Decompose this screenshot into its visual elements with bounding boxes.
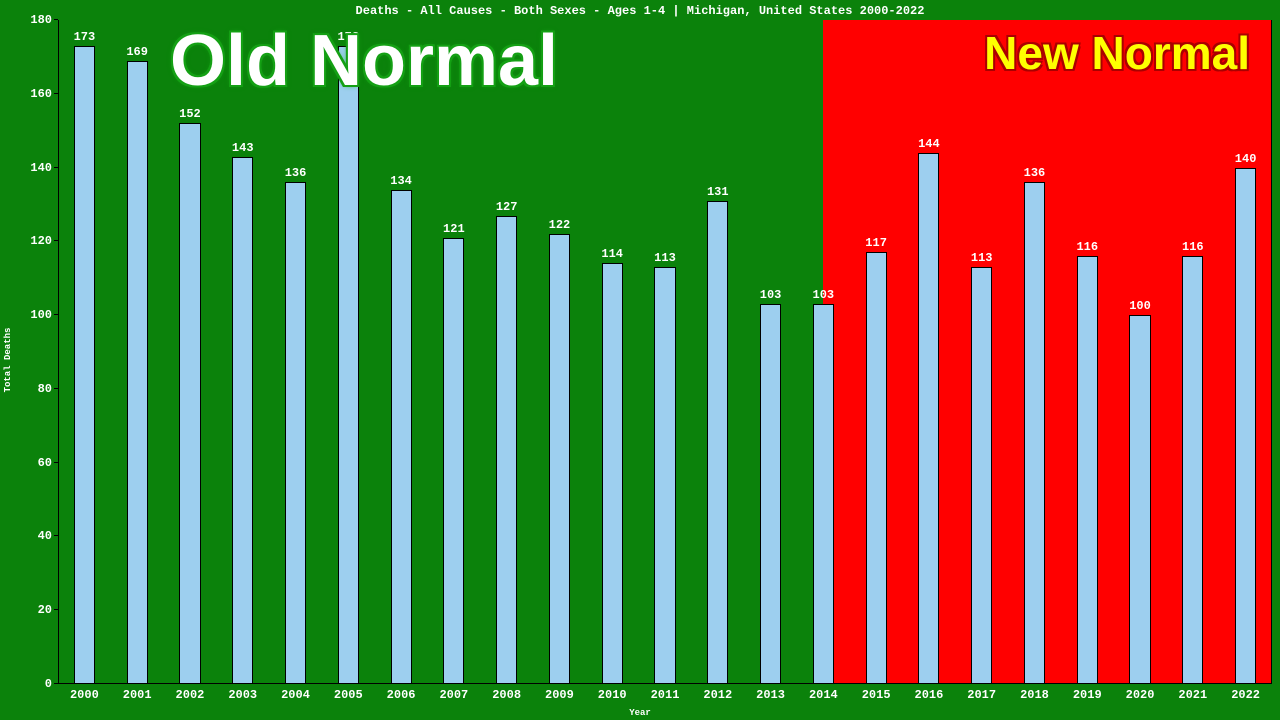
x-tick-label: 2021 xyxy=(1178,688,1207,702)
x-tick-label: 2007 xyxy=(439,688,468,702)
bar-value-label: 113 xyxy=(654,251,676,265)
bar: 117 xyxy=(866,252,887,684)
x-tick-label: 2010 xyxy=(598,688,627,702)
y-tick-mark xyxy=(54,462,58,463)
bar: 103 xyxy=(760,304,781,684)
y-tick-mark xyxy=(54,683,58,684)
x-tick-label: 2015 xyxy=(862,688,891,702)
bar: 113 xyxy=(971,267,992,684)
bar-value-label: 140 xyxy=(1235,152,1257,166)
bar: 140 xyxy=(1235,168,1256,684)
y-tick-mark xyxy=(54,388,58,389)
x-tick-label: 2005 xyxy=(334,688,363,702)
bar-value-label: 134 xyxy=(390,174,412,188)
y-tick-label: 0 xyxy=(45,677,52,691)
bar: 113 xyxy=(654,267,675,684)
bar-value-label: 103 xyxy=(813,288,835,302)
y-tick-label: 120 xyxy=(30,234,52,248)
y-axis-label: Total Deaths xyxy=(3,328,13,393)
x-tick-label: 2006 xyxy=(387,688,416,702)
y-tick-label: 80 xyxy=(38,382,52,396)
x-tick-label: 2000 xyxy=(70,688,99,702)
y-tick-mark xyxy=(54,609,58,610)
overlay-new-normal: New Normal xyxy=(984,26,1250,80)
bar-value-label: 169 xyxy=(126,45,148,59)
bar-value-label: 143 xyxy=(232,141,254,155)
x-tick-label: 2017 xyxy=(967,688,996,702)
bar: 122 xyxy=(549,234,570,684)
y-tick-label: 60 xyxy=(38,456,52,470)
bar: 127 xyxy=(496,216,517,684)
bar-value-label: 173 xyxy=(74,30,96,44)
x-tick-label: 2013 xyxy=(756,688,785,702)
bars-container: 173 169 152 143 136 173 134 121 127 122 114 113 131 1… xyxy=(58,20,1272,684)
bar: 173 xyxy=(338,46,359,684)
bar: 116 xyxy=(1077,256,1098,684)
y-tick-label: 160 xyxy=(30,87,52,101)
bar-value-label: 131 xyxy=(707,185,729,199)
y-tick-label: 40 xyxy=(38,529,52,543)
chart-title: Deaths - All Causes - Both Sexes - Ages … xyxy=(0,4,1280,18)
bar-value-label: 152 xyxy=(179,107,201,121)
bar-value-label: 117 xyxy=(865,236,887,250)
bar: 134 xyxy=(391,190,412,684)
bar: 121 xyxy=(443,238,464,684)
bar-value-label: 100 xyxy=(1129,299,1151,313)
bar-value-label: 113 xyxy=(971,251,993,265)
plot-area: 173 169 152 143 136 173 134 121 127 122 114 113 131 1… xyxy=(58,20,1272,684)
bar: 143 xyxy=(232,157,253,685)
y-tick-label: 20 xyxy=(38,603,52,617)
overlay-old-normal: Old Normal xyxy=(170,20,558,102)
bar: 152 xyxy=(179,123,200,684)
x-tick-label: 2022 xyxy=(1231,688,1260,702)
y-tick-mark xyxy=(54,314,58,315)
x-axis-label: Year xyxy=(629,708,651,718)
y-tick-mark xyxy=(54,93,58,94)
bar-value-label: 122 xyxy=(549,218,571,232)
bar-value-label: 127 xyxy=(496,200,518,214)
bar-value-label: 136 xyxy=(285,166,307,180)
bar: 144 xyxy=(918,153,939,684)
x-tick-label: 2004 xyxy=(281,688,310,702)
bar-value-label: 116 xyxy=(1076,240,1098,254)
bar: 131 xyxy=(707,201,728,684)
y-axis-line xyxy=(58,20,59,684)
bar: 100 xyxy=(1129,315,1150,684)
bar: 114 xyxy=(602,263,623,684)
bar-value-label: 103 xyxy=(760,288,782,302)
bar-value-label: 121 xyxy=(443,222,465,236)
x-tick-label: 2018 xyxy=(1020,688,1049,702)
y-axis-line-right xyxy=(1271,20,1272,684)
y-tick-label: 140 xyxy=(30,161,52,175)
bar-value-label: 116 xyxy=(1182,240,1204,254)
x-tick-label: 2002 xyxy=(176,688,205,702)
x-tick-label: 2001 xyxy=(123,688,152,702)
y-tick-label: 100 xyxy=(30,308,52,322)
x-tick-label: 2014 xyxy=(809,688,838,702)
x-tick-label: 2019 xyxy=(1073,688,1102,702)
bar: 116 xyxy=(1182,256,1203,684)
bar: 103 xyxy=(813,304,834,684)
bar: 136 xyxy=(285,182,306,684)
bar-value-label: 114 xyxy=(601,247,623,261)
bar: 173 xyxy=(74,46,95,684)
bar: 136 xyxy=(1024,182,1045,684)
x-tick-label: 2009 xyxy=(545,688,574,702)
y-tick-mark xyxy=(54,167,58,168)
bar: 169 xyxy=(127,61,148,684)
bar-value-label: 144 xyxy=(918,137,940,151)
x-tick-label: 2008 xyxy=(492,688,521,702)
x-tick-label: 2003 xyxy=(228,688,257,702)
y-tick-mark xyxy=(54,240,58,241)
y-tick-mark xyxy=(54,19,58,20)
x-axis-line xyxy=(58,683,1272,684)
x-tick-label: 2012 xyxy=(703,688,732,702)
x-tick-label: 2011 xyxy=(651,688,680,702)
x-tick-label: 2016 xyxy=(915,688,944,702)
bar-value-label: 136 xyxy=(1024,166,1046,180)
x-tick-label: 2020 xyxy=(1126,688,1155,702)
y-tick-mark xyxy=(54,535,58,536)
